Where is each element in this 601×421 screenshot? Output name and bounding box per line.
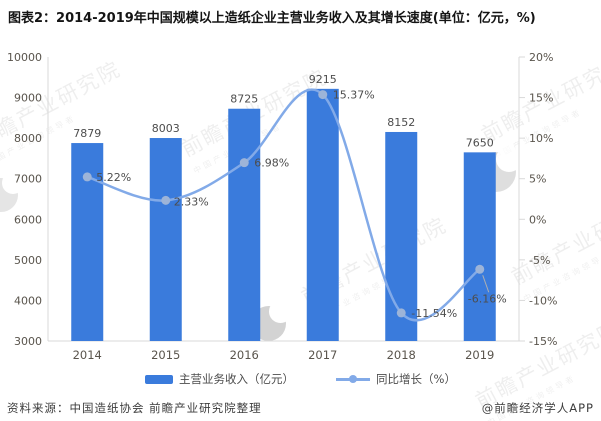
y-axis-right-tick-label: -15% (529, 335, 557, 348)
line-point-2016[interactable] (239, 158, 249, 168)
line-point-label: 15.37% (333, 89, 375, 102)
x-axis-tick-label: 2014 (73, 348, 102, 362)
y-axis-left-tick-label: 4000 (14, 294, 42, 307)
y-axis-left-tick-label: 7000 (14, 173, 42, 186)
legend-bar-swatch (145, 374, 174, 384)
legend-line-swatch (336, 375, 371, 383)
bar-value-label: 9215 (309, 73, 337, 86)
y-axis-left-tick-label: 5000 (14, 254, 42, 267)
label-leader-line (482, 275, 490, 293)
line-point-label: 2.33% (174, 195, 209, 208)
legend-item-growth: 同比增长（%） (336, 371, 456, 387)
line-point-2015[interactable] (161, 195, 171, 205)
line-point-2014[interactable] (82, 172, 92, 182)
bar-value-label: 8152 (387, 116, 415, 129)
x-axis-tick-label: 2016 (230, 348, 259, 362)
bar-value-label: 7879 (73, 127, 101, 140)
y-axis-left-tick-label: 9000 (14, 92, 42, 105)
legend-label-growth: 同比增长（%） (376, 372, 456, 386)
bar-value-label: 8003 (152, 122, 180, 135)
line-point-2018[interactable] (396, 308, 406, 318)
bar-value-label: 8725 (230, 93, 258, 106)
x-axis-tick-label: 2018 (387, 348, 416, 362)
y-axis-left-tick-label: 3000 (14, 335, 42, 348)
y-axis-right-tick-label: -5% (529, 254, 550, 267)
line-point-label: -11.54% (411, 307, 457, 320)
source-note: 资料来源：中国造纸协会 前瞻产业研究院整理 (7, 401, 262, 415)
line-point-2017[interactable] (318, 90, 328, 100)
y-axis-right-tick-label: 0% (529, 213, 546, 226)
y-axis-right-tick-label: 15% (529, 92, 553, 105)
x-axis-tick-label: 2017 (308, 348, 337, 362)
chart-title: 图表2：2014-2019年中国规模以上造纸企业主营业务收入及其增长速度(单位：… (8, 11, 536, 26)
y-axis-right-tick-label: 10% (529, 132, 553, 145)
app-credit: @前瞻经济学人APP (481, 401, 594, 415)
line-point-2019[interactable] (475, 264, 485, 274)
line-point-label: 5.22% (96, 171, 131, 184)
legend: 主营业务收入（亿元） 同比增长（%） (0, 371, 601, 387)
footer: 资料来源：中国造纸协会 前瞻产业研究院整理 @前瞻经济学人APP (7, 400, 594, 416)
x-axis-tick-label: 2019 (465, 348, 494, 362)
y-axis-left-tick-label: 6000 (14, 213, 42, 226)
bar-2017[interactable] (306, 88, 339, 341)
bar-2016[interactable] (228, 108, 261, 341)
legend-label-revenue: 主营业务收入（亿元） (179, 372, 295, 386)
legend-item-revenue: 主营业务收入（亿元） (145, 371, 294, 387)
x-axis-tick-label: 2015 (151, 348, 180, 362)
y-axis-right-tick-label: -10% (529, 294, 557, 307)
bar-2019[interactable] (463, 152, 496, 341)
growth-line (86, 88, 481, 322)
bar-2015[interactable] (149, 138, 182, 341)
y-axis-right-tick-label: 20% (529, 51, 553, 64)
line-point-label: 6.98% (254, 157, 289, 170)
y-axis-right-tick-label: 5% (529, 173, 546, 186)
line-point-label: -6.16% (468, 292, 507, 305)
bar-value-label: 7650 (466, 136, 494, 149)
legend-line-marker (349, 375, 358, 383)
bar-2018[interactable] (385, 131, 418, 341)
y-axis-left-tick-label: 8000 (14, 132, 42, 145)
y-axis-left-tick-label: 10000 (7, 51, 42, 64)
